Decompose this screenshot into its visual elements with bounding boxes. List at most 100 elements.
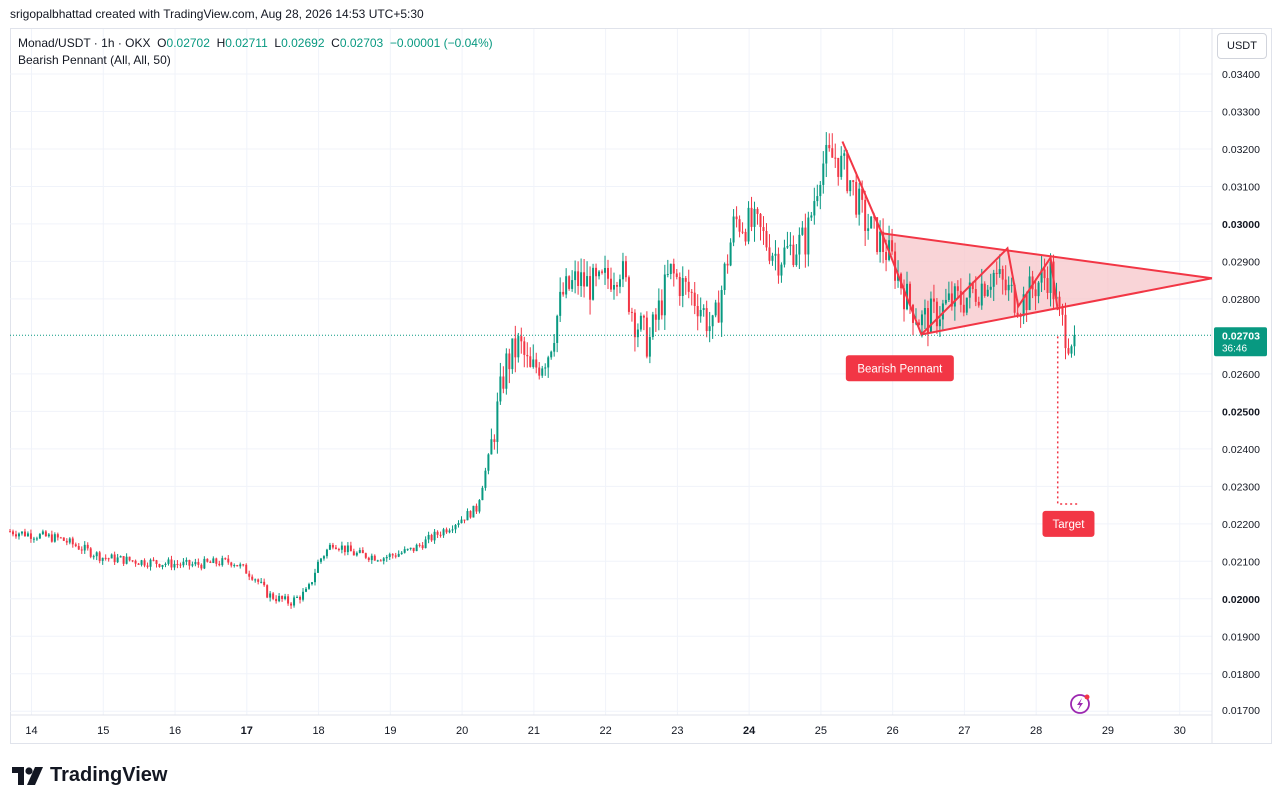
candle-body xyxy=(630,311,633,313)
candle-body xyxy=(95,552,98,557)
y-tick-label: 0.02300 xyxy=(1222,481,1260,493)
candle-body xyxy=(747,207,750,242)
candle-body xyxy=(574,271,577,281)
candle-body xyxy=(206,558,209,562)
candle-body xyxy=(568,276,571,289)
close-value: 0.02703 xyxy=(339,36,384,50)
y-tick-label: 0.02900 xyxy=(1222,256,1260,268)
candle-body xyxy=(891,240,894,252)
candle-body xyxy=(678,276,681,297)
candle-body xyxy=(17,533,20,537)
y-tick-label: 0.03200 xyxy=(1222,144,1260,156)
candle-body xyxy=(313,572,316,583)
candle-body xyxy=(406,548,409,550)
candle-body xyxy=(702,308,705,310)
candle-body xyxy=(645,317,648,357)
candle-body xyxy=(167,559,170,564)
candle-body xyxy=(481,487,484,501)
candle-body xyxy=(218,563,221,566)
candle-body xyxy=(403,549,406,553)
x-tick-label: 24 xyxy=(743,725,756,737)
candle-body xyxy=(469,511,472,518)
candle-body xyxy=(666,274,669,276)
candle-body xyxy=(251,576,254,580)
candle-body xyxy=(986,289,989,296)
candle-body xyxy=(230,562,233,566)
symbol-label[interactable]: Monad/USDT · 1h · OKX xyxy=(18,36,151,50)
candle-body xyxy=(723,263,726,291)
open-value: 0.02702 xyxy=(166,36,210,50)
candle-body xyxy=(592,267,595,300)
candle-body xyxy=(768,247,771,261)
candle-body xyxy=(149,559,152,567)
candle-body xyxy=(511,338,514,370)
candle-body xyxy=(777,253,780,276)
last-price-tag xyxy=(1214,327,1267,357)
candle-body xyxy=(343,545,346,553)
target-projection-line xyxy=(1056,336,1080,505)
candle-body xyxy=(23,531,26,537)
candle-body xyxy=(1019,315,1022,317)
candle-body xyxy=(580,272,583,286)
candle-body xyxy=(529,356,532,367)
candle-body xyxy=(932,298,935,302)
tradingview-logo-icon xyxy=(12,766,43,785)
candle-body xyxy=(439,534,442,536)
candle-body xyxy=(346,545,349,553)
candle-body xyxy=(977,301,980,306)
candle-body xyxy=(421,545,424,549)
candle-body xyxy=(879,231,882,253)
candle-body xyxy=(134,560,137,564)
candle-body xyxy=(1049,261,1052,293)
candle-body xyxy=(583,272,586,287)
candle-body xyxy=(260,581,263,583)
candle-body xyxy=(825,144,828,164)
candle-body xyxy=(137,563,140,565)
candle-body xyxy=(828,144,831,149)
candle-body xyxy=(284,596,287,599)
currency-button[interactable]: USDT xyxy=(1217,33,1267,59)
pattern-label-box xyxy=(845,355,954,382)
candle-body xyxy=(316,561,319,573)
candle-body xyxy=(9,531,11,533)
candle-body xyxy=(1064,314,1067,349)
candle-body xyxy=(463,519,466,521)
candle-body xyxy=(989,286,992,290)
candle-body xyxy=(735,216,738,220)
candle-body xyxy=(47,534,50,537)
candle-body xyxy=(460,519,463,524)
candle-body xyxy=(920,314,923,326)
x-tick-label: 16 xyxy=(169,725,181,737)
candle-body xyxy=(1016,312,1019,316)
candle-body xyxy=(65,540,68,543)
y-tick-label: 0.02800 xyxy=(1222,294,1260,306)
candle-body xyxy=(203,558,206,569)
candle-body xyxy=(816,196,819,202)
candle-body xyxy=(654,314,657,320)
candle-body xyxy=(254,579,257,581)
candle-body xyxy=(627,277,630,312)
candle-body xyxy=(514,338,517,358)
candle-body xyxy=(367,557,370,561)
x-tick-label: 28 xyxy=(1030,725,1042,737)
candle-body xyxy=(846,153,849,192)
candle-body xyxy=(242,564,245,566)
candle-body xyxy=(729,242,732,266)
candle-body xyxy=(565,276,568,295)
candle-body xyxy=(83,544,86,551)
target-label-box xyxy=(1042,510,1095,537)
candle-body xyxy=(337,549,340,551)
tradingview-logo[interactable]: TradingView xyxy=(12,764,167,787)
candle-body xyxy=(478,500,481,512)
candle-body xyxy=(714,302,717,316)
candle-body xyxy=(693,292,696,306)
candle-body xyxy=(762,227,765,232)
candle-body xyxy=(328,544,331,550)
candle-body xyxy=(941,303,944,320)
candle-body xyxy=(550,351,553,358)
candle-body xyxy=(547,357,550,368)
candle-body xyxy=(388,554,391,558)
indicator-label[interactable]: Bearish Pennant (All, All, 50) xyxy=(18,53,171,67)
x-tick-label: 23 xyxy=(671,725,683,737)
